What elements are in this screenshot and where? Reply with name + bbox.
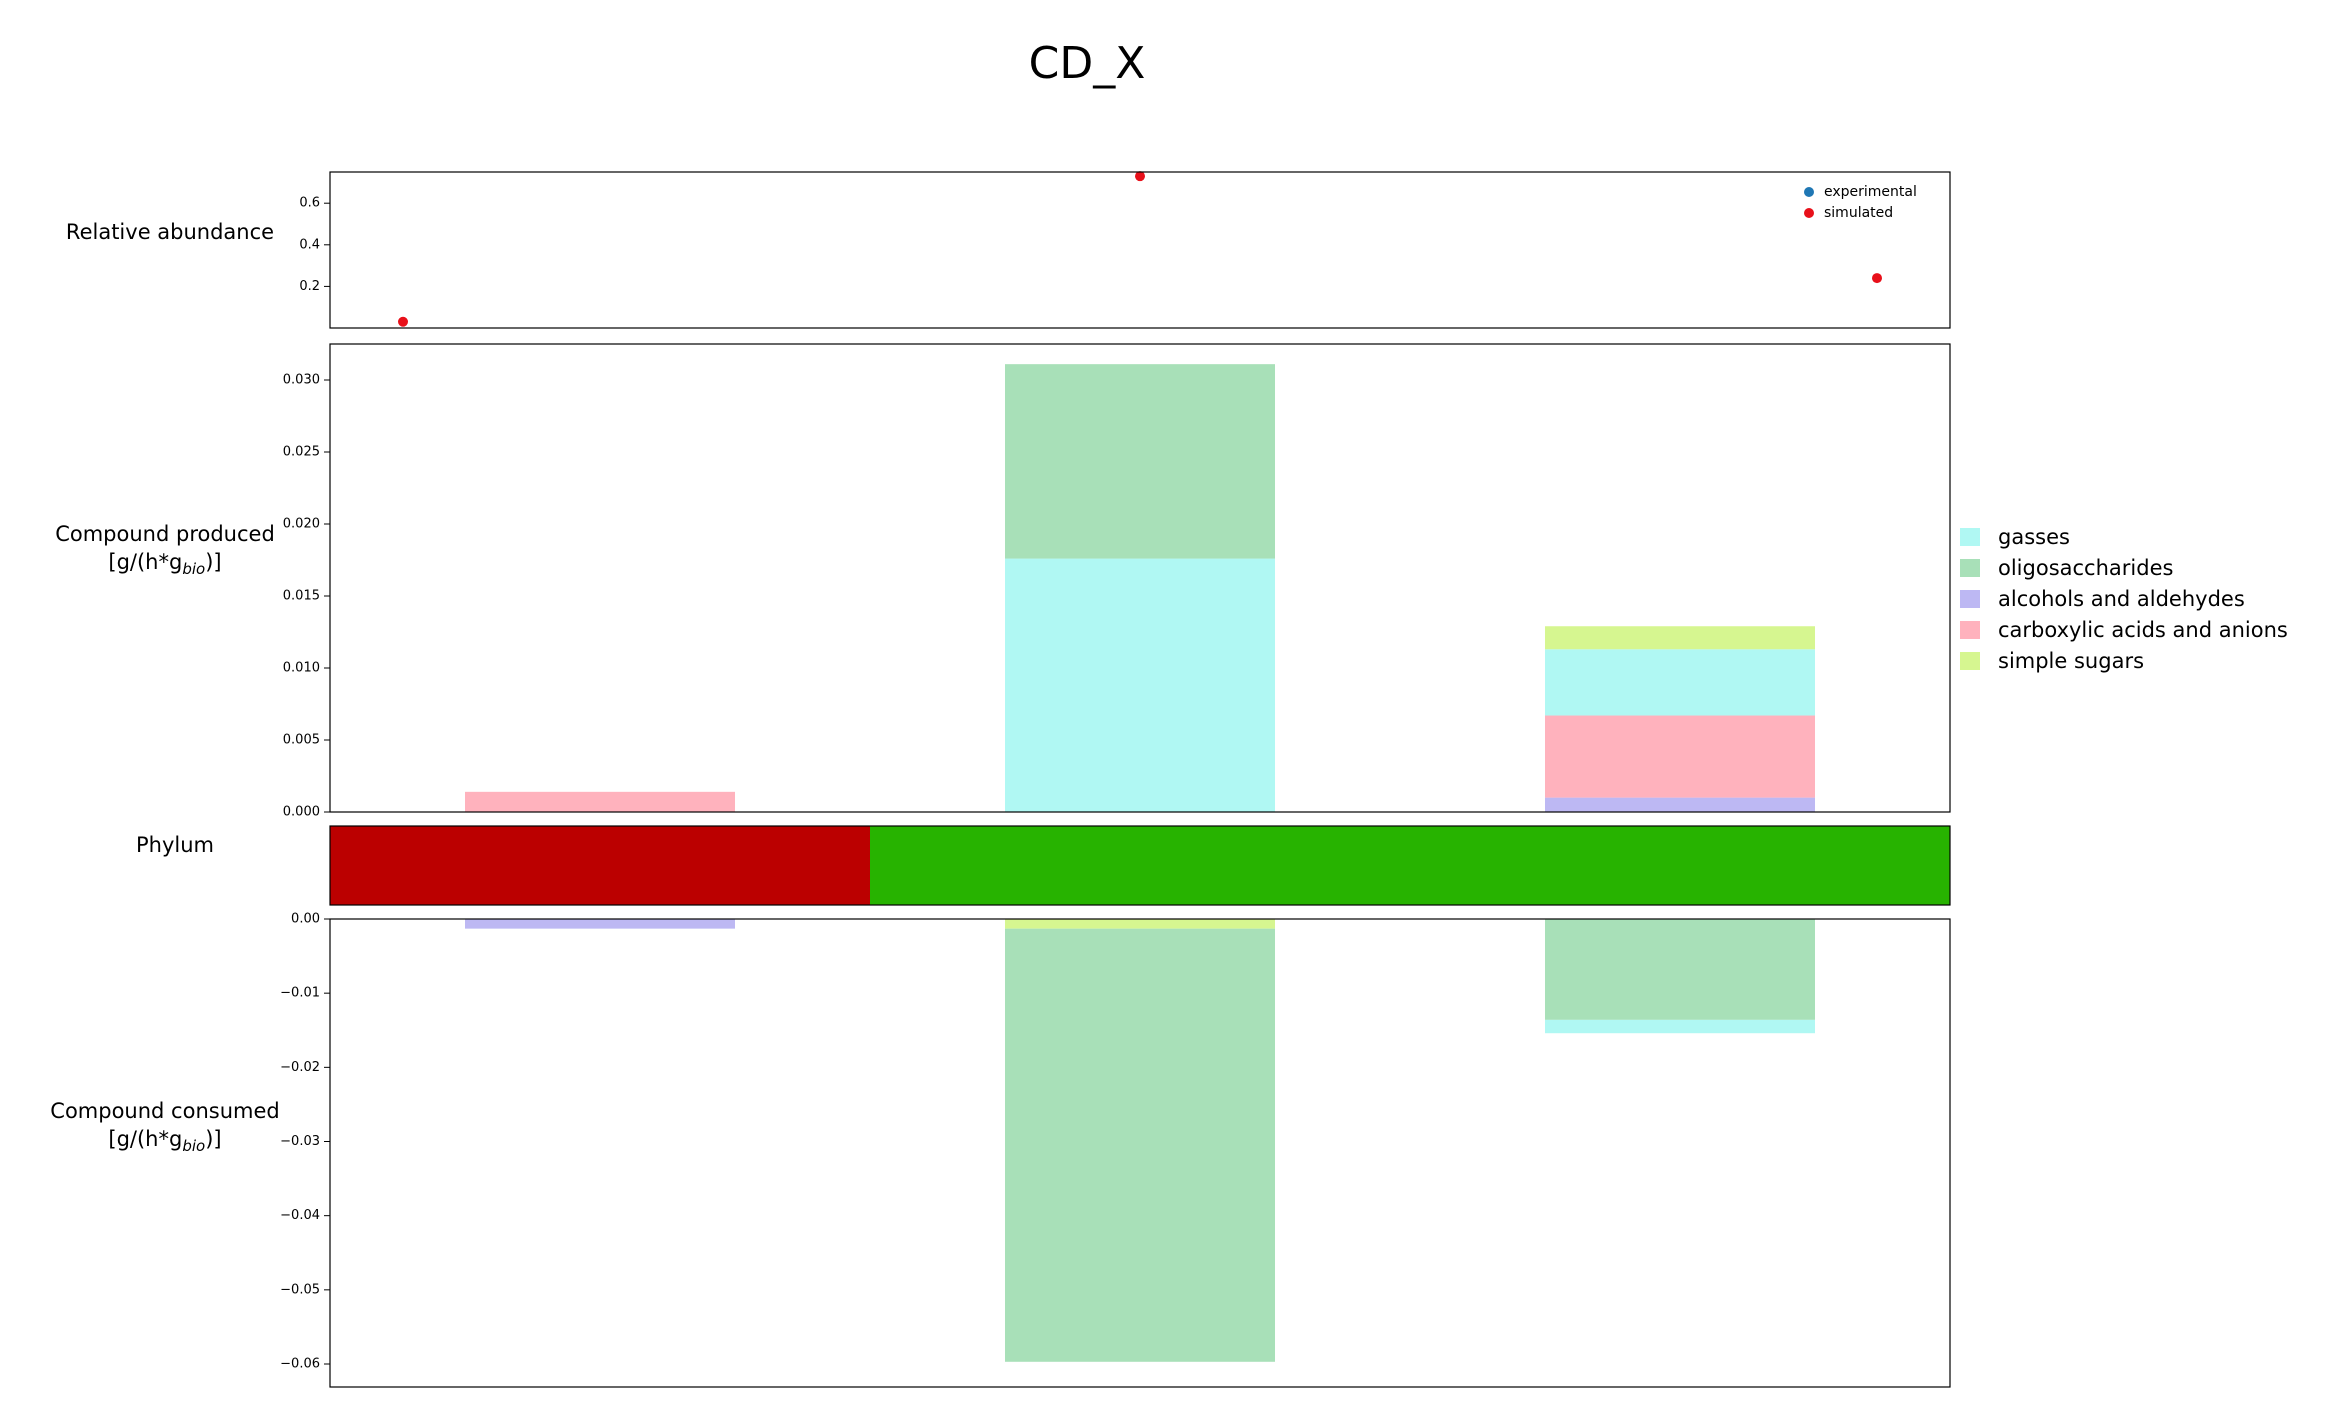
consumed-bar-2-gasses — [1545, 1019, 1815, 1034]
compound-legend: gasses oligosaccharides alcohols and ald… — [1960, 521, 2288, 676]
legend-item-experimental: experimental — [1804, 181, 1917, 202]
consumed-bar-2-oligosaccharides — [1545, 919, 1815, 1020]
phylum-segment-0 — [330, 826, 870, 905]
legend-item-simple-sugars: simple sugars — [1960, 645, 2288, 676]
produced-bar-2-simple-sugars — [1545, 626, 1815, 650]
produced-unit-sub: bio — [182, 560, 206, 579]
legend-label-experimental: experimental — [1824, 183, 1917, 200]
phylum-row-label-text: Phylum — [135, 833, 214, 857]
produced-ytick-label-5: 0.025 — [283, 445, 320, 460]
consumed-ytick-label-2: −0.02 — [280, 1060, 320, 1075]
consumed-row-label-line2: [g/(h*gbio)] — [30, 1125, 300, 1160]
produced-bar-1-gasses — [1005, 558, 1275, 812]
legend-dot-simulated — [1804, 207, 1814, 218]
legend-label-carboxylic: carboxylic acids and anions — [1998, 617, 2288, 642]
phylum-row-label: Phylum — [100, 831, 250, 859]
consumed-ytick-label-1: −0.01 — [280, 986, 320, 1001]
legend-label-oligosaccharides: oligosaccharides — [1998, 555, 2174, 580]
abundance-legend: experimental simulated — [1804, 181, 1917, 223]
consumed-ytick-label-4: −0.04 — [280, 1208, 320, 1223]
legend-swatch-oligosaccharides — [1960, 558, 1980, 577]
legend-label-simulated: simulated — [1824, 204, 1894, 221]
produced-row-label-line2: [g/(h*gbio)] — [30, 548, 300, 583]
legend-item-gasses: gasses — [1960, 521, 2288, 552]
produced-ytick-label-1: 0.005 — [283, 733, 320, 748]
consumed-ytick-label-6: −0.06 — [280, 1357, 320, 1372]
abundance-point-simulated-0 — [398, 316, 408, 327]
legend-item-alcohols: alcohols and aldehydes — [1960, 583, 2288, 614]
produced-ytick-label-6: 0.030 — [283, 373, 320, 388]
produced-row-label-line1: Compound produced — [55, 522, 275, 546]
consumed-row-label-line1: Compound consumed — [50, 1099, 280, 1123]
consumed-bar-1-oligosaccharides — [1005, 928, 1275, 1362]
consumed-row-label: Compound consumed [g/(h*gbio)] — [30, 1097, 300, 1160]
consumed-bar-0-alcohols-and-aldehydes — [465, 919, 735, 929]
legend-swatch-alcohols — [1960, 589, 1980, 608]
consumed-unit-prefix: [g/(h*g — [108, 1127, 183, 1151]
abundance-point-simulated-1 — [1135, 171, 1145, 182]
produced-bar-1-oligosaccharides — [1005, 364, 1275, 559]
abundance-row-label-text: Relative abundance — [65, 220, 275, 244]
abundance-point-simulated-2 — [1872, 273, 1882, 284]
abundance-ytick-label-2: 0.6 — [299, 196, 320, 211]
abundance-ytick-label-0: 0.2 — [299, 279, 320, 294]
produced-bar-2-alcohols-and-aldehydes — [1545, 797, 1815, 812]
legend-label-simple-sugars: simple sugars — [1998, 648, 2145, 673]
abundance-ytick-label-1: 0.4 — [299, 237, 320, 252]
produced-ytick-label-0: 0.000 — [283, 805, 320, 820]
legend-label-gasses: gasses — [1998, 524, 2070, 549]
legend-swatch-gasses — [1960, 527, 1980, 546]
consumed-frame — [329, 918, 1951, 1388]
consumed-unit-suffix: )] — [205, 1127, 222, 1151]
phylum-segment-1 — [870, 826, 1950, 905]
legend-item-simulated: simulated — [1804, 202, 1917, 223]
produced-bar-2-carboxylic-acids-and-anions — [1545, 715, 1815, 798]
legend-item-oligosaccharides: oligosaccharides — [1960, 552, 2288, 583]
consumed-unit-sub: bio — [182, 1137, 206, 1156]
produced-row-label: Compound produced [g/(h*gbio)] — [30, 520, 300, 583]
consumed-bar-1-simple-sugars — [1005, 919, 1275, 929]
produced-unit-prefix: [g/(h*g — [108, 550, 183, 574]
legend-swatch-carboxylic — [1960, 620, 1980, 639]
abundance-frame — [329, 171, 1951, 329]
produced-bar-0-carboxylic-acids-and-anions — [465, 791, 735, 812]
consumed-ytick-label-3: −0.03 — [280, 1134, 320, 1149]
produced-ytick-label-2: 0.010 — [283, 661, 320, 676]
chart-title: CD_X — [1028, 38, 1146, 89]
produced-ytick-label-4: 0.020 — [283, 517, 320, 532]
abundance-row-label: Relative abundance — [40, 218, 300, 246]
produced-ytick-label-3: 0.015 — [283, 589, 320, 604]
produced-unit-suffix: )] — [205, 550, 222, 574]
legend-swatch-simple-sugars — [1960, 651, 1980, 670]
produced-bar-2-gasses — [1545, 649, 1815, 716]
consumed-ytick-label-5: −0.05 — [280, 1282, 320, 1297]
legend-label-alcohols: alcohols and aldehydes — [1998, 586, 2245, 611]
produced-frame — [329, 343, 1951, 813]
legend-item-carboxylic: carboxylic acids and anions — [1960, 614, 2288, 645]
phylum-frame — [329, 825, 1951, 906]
consumed-ytick-label-0: 0.00 — [291, 912, 320, 927]
legend-dot-experimental — [1804, 186, 1814, 197]
